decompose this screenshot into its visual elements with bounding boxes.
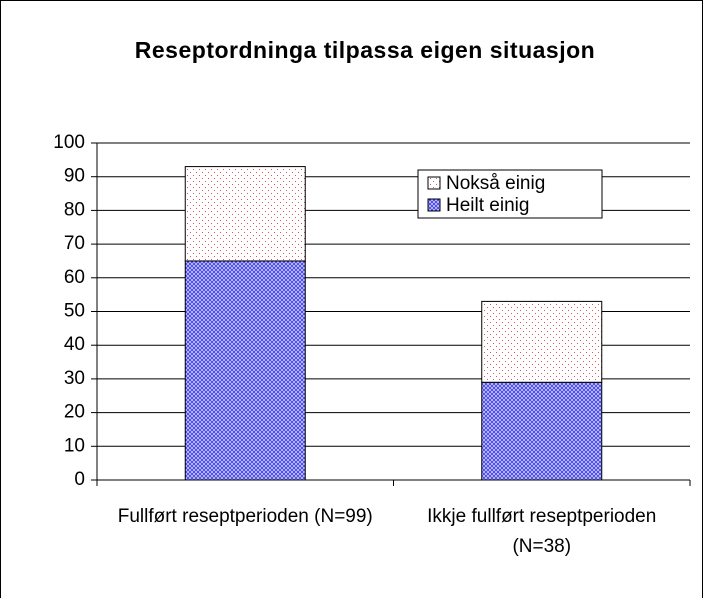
bar-segment (184, 166, 306, 262)
bar-segment (481, 300, 603, 383)
y-tick-label: 100 (53, 132, 85, 153)
bar-segment (184, 260, 306, 481)
y-tick-label: 50 (64, 301, 85, 322)
legend-label: Nokså einig (446, 173, 545, 194)
y-tick-label: 60 (64, 267, 85, 288)
y-tick-label: 10 (64, 435, 85, 456)
bar-segment (481, 381, 603, 481)
y-tick-label: 30 (64, 368, 85, 389)
x-tick-label: Ikkje fullført reseptperioden (N=38) (427, 506, 657, 557)
x-tick-label: Fullført reseptperioden (N=99) (117, 506, 373, 527)
legend-label: Heilt einig (446, 195, 529, 216)
legend-box (417, 169, 603, 219)
y-tick-label: 20 (64, 402, 85, 423)
y-tick-label: 0 (74, 469, 85, 490)
y-tick-label: 70 (64, 233, 85, 254)
y-tick-label: 80 (64, 199, 85, 220)
y-tick-label: 40 (64, 334, 85, 355)
chart-title: Reseptordninga tilpassa eigen situasjon (134, 37, 596, 63)
y-tick-label: 90 (64, 166, 85, 187)
legend-swatch (427, 198, 441, 212)
legend-swatch (427, 176, 441, 190)
